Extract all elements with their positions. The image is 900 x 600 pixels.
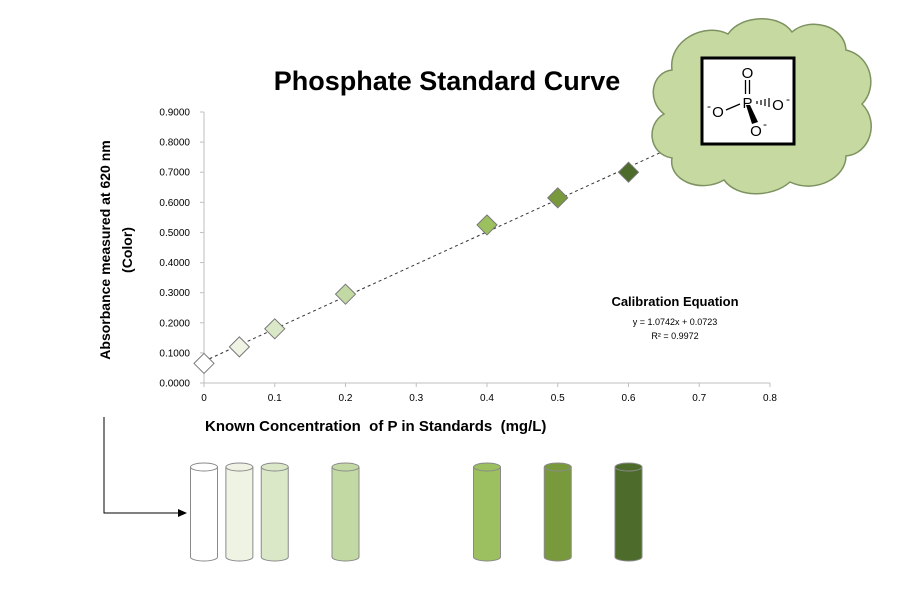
tube-body [614,467,643,562]
atom-o-right: O [772,97,784,114]
molecule-box [700,56,796,146]
data-point [617,161,640,183]
tube [331,462,360,562]
tube-body [473,467,501,562]
data-point [228,336,251,358]
charge-right: - [786,92,790,106]
x-tick-label: 0.3 [409,393,423,404]
y-tick-label: 0.9000 [159,108,190,119]
molecule-charges: - - - [707,92,790,131]
calibration-equation-title: Calibration Equation [611,294,738,309]
charge-bottom: - [763,117,767,131]
tube-body [543,467,572,562]
x-tick-label: 0.2 [339,393,353,404]
pointer-arrow-line [103,417,186,514]
y-axis-label-line1: Absorbance measured at 620 nm [97,140,113,359]
y-tick-label: 0.8000 [159,138,190,149]
data-point [193,352,215,375]
tube-body [331,467,360,562]
data-points [193,161,640,375]
y-axis-label-group: Absorbance measured at 620 nm (Color) [97,140,135,359]
tube-body [260,467,289,562]
standard-tubes [190,462,643,562]
atom-o-bottom: O [750,123,762,140]
y-tick-label: 0.4000 [159,258,190,269]
y-tick-label: 0.6000 [159,198,190,209]
tube [543,462,572,562]
hashed-bond [756,98,770,107]
x-tick-label: 0.7 [692,393,706,404]
data-point [476,214,498,236]
molecule-atoms: O P O O O [712,65,784,140]
calibration-equation: y = 1.0742x + 0.0723 [633,317,718,327]
x-tick-label: 0 [201,393,207,404]
data-point [334,283,357,305]
tube-top [225,462,254,472]
tube [190,462,218,562]
charge-left: - [707,99,711,113]
chart-title: Phosphate Standard Curve [274,66,621,96]
x-tick-label: 0.5 [551,393,565,404]
tube-top [473,462,501,472]
atom-o-left: O [712,104,724,121]
y-tick-label: 0.2000 [159,318,190,329]
tube-top [543,462,572,472]
data-point [547,187,569,209]
wedge-bond [746,105,758,124]
tube [473,462,501,562]
tube-top [260,462,289,472]
tube [614,462,643,562]
molecule-cloud: O P O O O - - - [651,18,872,195]
tube-top [190,462,218,472]
y-tick-label: 0.1000 [159,348,190,359]
data-point [264,318,286,340]
y-tick-label: 0.0000 [159,379,190,390]
x-tick-label: 0.4 [480,393,494,404]
x-axis-label: Known Concentration of P in Standards (m… [205,418,546,435]
molecule-bonds [725,80,751,111]
calibration-r-squared: R² = 0.9972 [651,331,698,341]
tube-body [225,467,254,562]
atom-p: P [742,95,752,112]
tube-body [190,467,218,562]
atom-o-top: O [742,65,754,82]
y-tick-label: 0.5000 [159,228,190,239]
x-tick-label: 0.6 [622,393,636,404]
tube-top [331,462,360,472]
y-tick-label: 0.3000 [159,288,190,299]
chart-axes [200,111,771,387]
x-tick-label: 0.1 [268,393,282,404]
axis-tick-labels: 0.00000.10000.20000.30000.40000.50000.60… [159,108,777,405]
x-tick-label: 0.8 [763,393,777,404]
tube [225,462,254,562]
y-axis-label-line2: (Color) [119,227,135,273]
tube [260,462,289,562]
pointer-arrow-head [178,509,187,517]
tube-top [614,462,643,472]
y-tick-label: 0.7000 [159,168,190,179]
